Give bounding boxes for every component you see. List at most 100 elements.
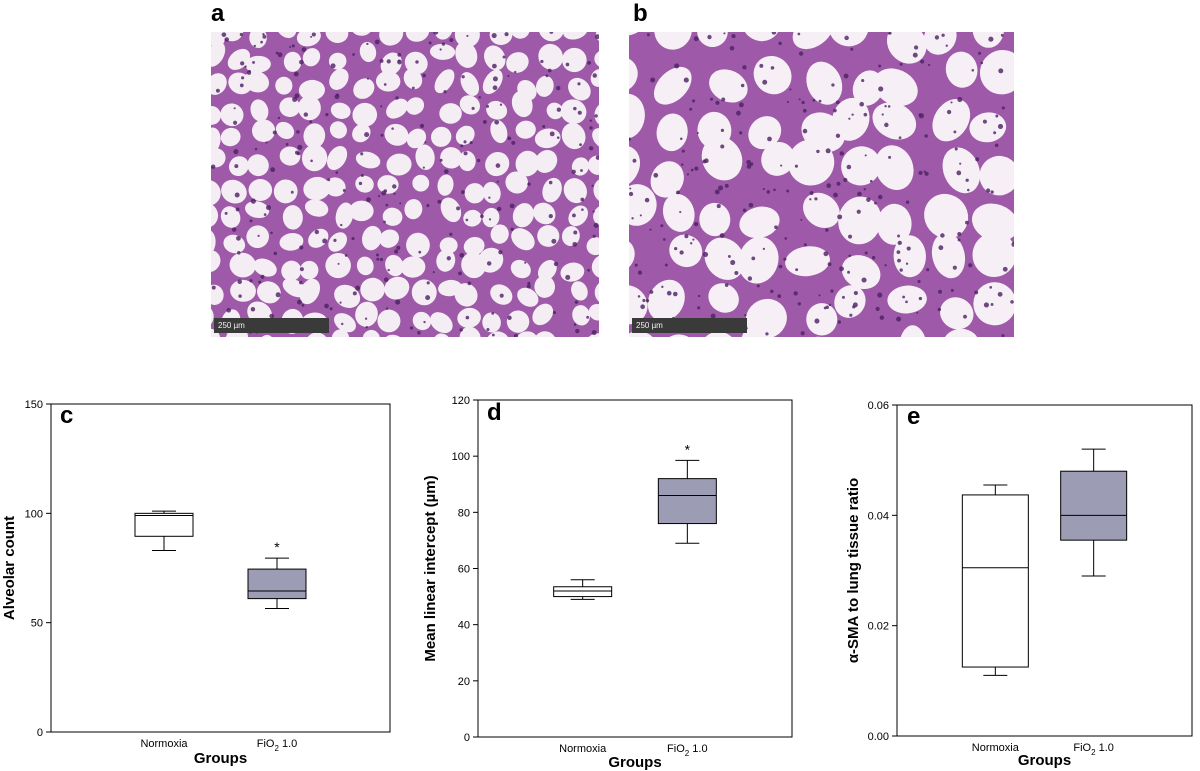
nucleus-dot (292, 96, 298, 102)
nucleus-dot (746, 159, 751, 165)
nucleus-dot (833, 108, 837, 113)
nucleus-dot (918, 170, 923, 176)
nucleus-dot (786, 100, 789, 104)
nucleus-dot (588, 146, 594, 151)
alveolus-space (464, 183, 485, 204)
nucleus-dot (579, 143, 582, 147)
nucleus-dot (426, 281, 430, 285)
nucleus-dot (748, 202, 754, 208)
alveolus-space (331, 329, 350, 337)
alveolus-space (211, 328, 220, 337)
alveolus-space (301, 144, 328, 172)
nucleus-dot (707, 34, 712, 40)
alveolus-space (335, 202, 354, 229)
nucleus-dot (786, 189, 790, 193)
nucleus-dot (926, 268, 930, 272)
alveolus-space (299, 260, 319, 280)
nucleus-dot (898, 136, 902, 140)
nucleus-dot (839, 151, 845, 156)
panel-label-b: b (633, 0, 648, 27)
nucleus-dot (871, 255, 876, 260)
nucleus-dot (739, 131, 743, 135)
alveolus-space (211, 250, 221, 273)
nucleus-dot (335, 171, 339, 174)
nucleus-dot (744, 313, 747, 317)
nucleus-dot (899, 268, 903, 272)
chart-e-category-label: FiO2 1.0 (1073, 742, 1114, 757)
nucleus-dot (983, 302, 989, 308)
nucleus-dot (843, 177, 848, 183)
chart-c-ytick-label: 100 (25, 508, 43, 520)
nucleus-dot (272, 130, 277, 135)
nucleus-dot (262, 34, 267, 39)
nucleus-dot (250, 198, 256, 204)
nucleus-dot (548, 180, 553, 185)
nucleus-dot (912, 52, 918, 58)
nucleus-dot (385, 307, 389, 310)
nucleus-dot (432, 271, 435, 274)
nucleus-dot (864, 251, 868, 255)
nucleus-dot (456, 206, 461, 211)
alveolus-space (220, 127, 241, 147)
alveolus-space (247, 154, 269, 177)
nucleus-dot (814, 318, 820, 324)
nucleus-dot (689, 242, 693, 245)
alveolus-space (538, 43, 563, 70)
nucleus-dot (789, 88, 792, 91)
nucleus-dot (721, 97, 726, 102)
nucleus-dot (835, 100, 840, 105)
nucleus-dot (549, 131, 555, 137)
nucleus-dot (993, 131, 997, 135)
nucleus-dot (968, 263, 973, 268)
alveolus-space (872, 102, 917, 140)
nucleus-dot (798, 98, 801, 101)
nucleus-dot (650, 77, 656, 83)
nucleus-dot (978, 51, 982, 55)
nucleus-dot (224, 37, 230, 42)
alveolus-space (478, 247, 504, 273)
alveolus-space (568, 77, 591, 101)
nucleus-dot (526, 284, 531, 289)
nucleus-dot (793, 291, 798, 296)
alveolus-space (246, 225, 269, 249)
nucleus-dot (692, 99, 696, 103)
alveolus-space (571, 281, 588, 301)
nucleus-dot (592, 234, 596, 238)
nucleus-dot (998, 68, 1004, 74)
nucleus-dot (233, 149, 239, 155)
alveolus-space (220, 206, 241, 228)
nucleus-dot (765, 332, 769, 336)
nucleus-dot (878, 194, 883, 200)
alveolus-space (506, 52, 529, 73)
nucleus-dot (258, 280, 262, 284)
nucleus-dot (913, 45, 919, 50)
alveolus-space (211, 179, 221, 206)
nucleus-dot (411, 86, 415, 90)
nucleus-dot (674, 247, 678, 251)
nucleus-dot (905, 200, 910, 204)
chart-c-category-main: FiO (257, 738, 275, 750)
alveolus-space (412, 174, 430, 192)
alveolus-space (463, 236, 485, 256)
alveolus-space (400, 256, 426, 278)
alveolus-space (253, 258, 277, 277)
chart-d-category-tail: 1.0 (689, 743, 707, 755)
nucleus-dot (816, 149, 820, 154)
nucleus-dot (299, 59, 304, 65)
nucleus-dot (997, 123, 1004, 129)
nucleus-dot (293, 71, 299, 77)
nucleus-dot (314, 229, 320, 235)
chart-c-category-main: Normoxia (140, 738, 188, 750)
micrograph-b-tissue (629, 32, 1014, 337)
nucleus-dot (714, 189, 720, 195)
nucleus-dot (249, 279, 253, 283)
alveolus-space (275, 32, 297, 39)
nucleus-dot (324, 303, 329, 309)
nucleus-dot (724, 183, 729, 188)
nucleus-dot (352, 53, 355, 56)
nucleus-dot (759, 63, 764, 68)
nucleus-dot (211, 164, 216, 169)
nucleus-dot (234, 164, 239, 169)
alveolus-space (490, 119, 508, 144)
alveolus-space (375, 71, 401, 92)
